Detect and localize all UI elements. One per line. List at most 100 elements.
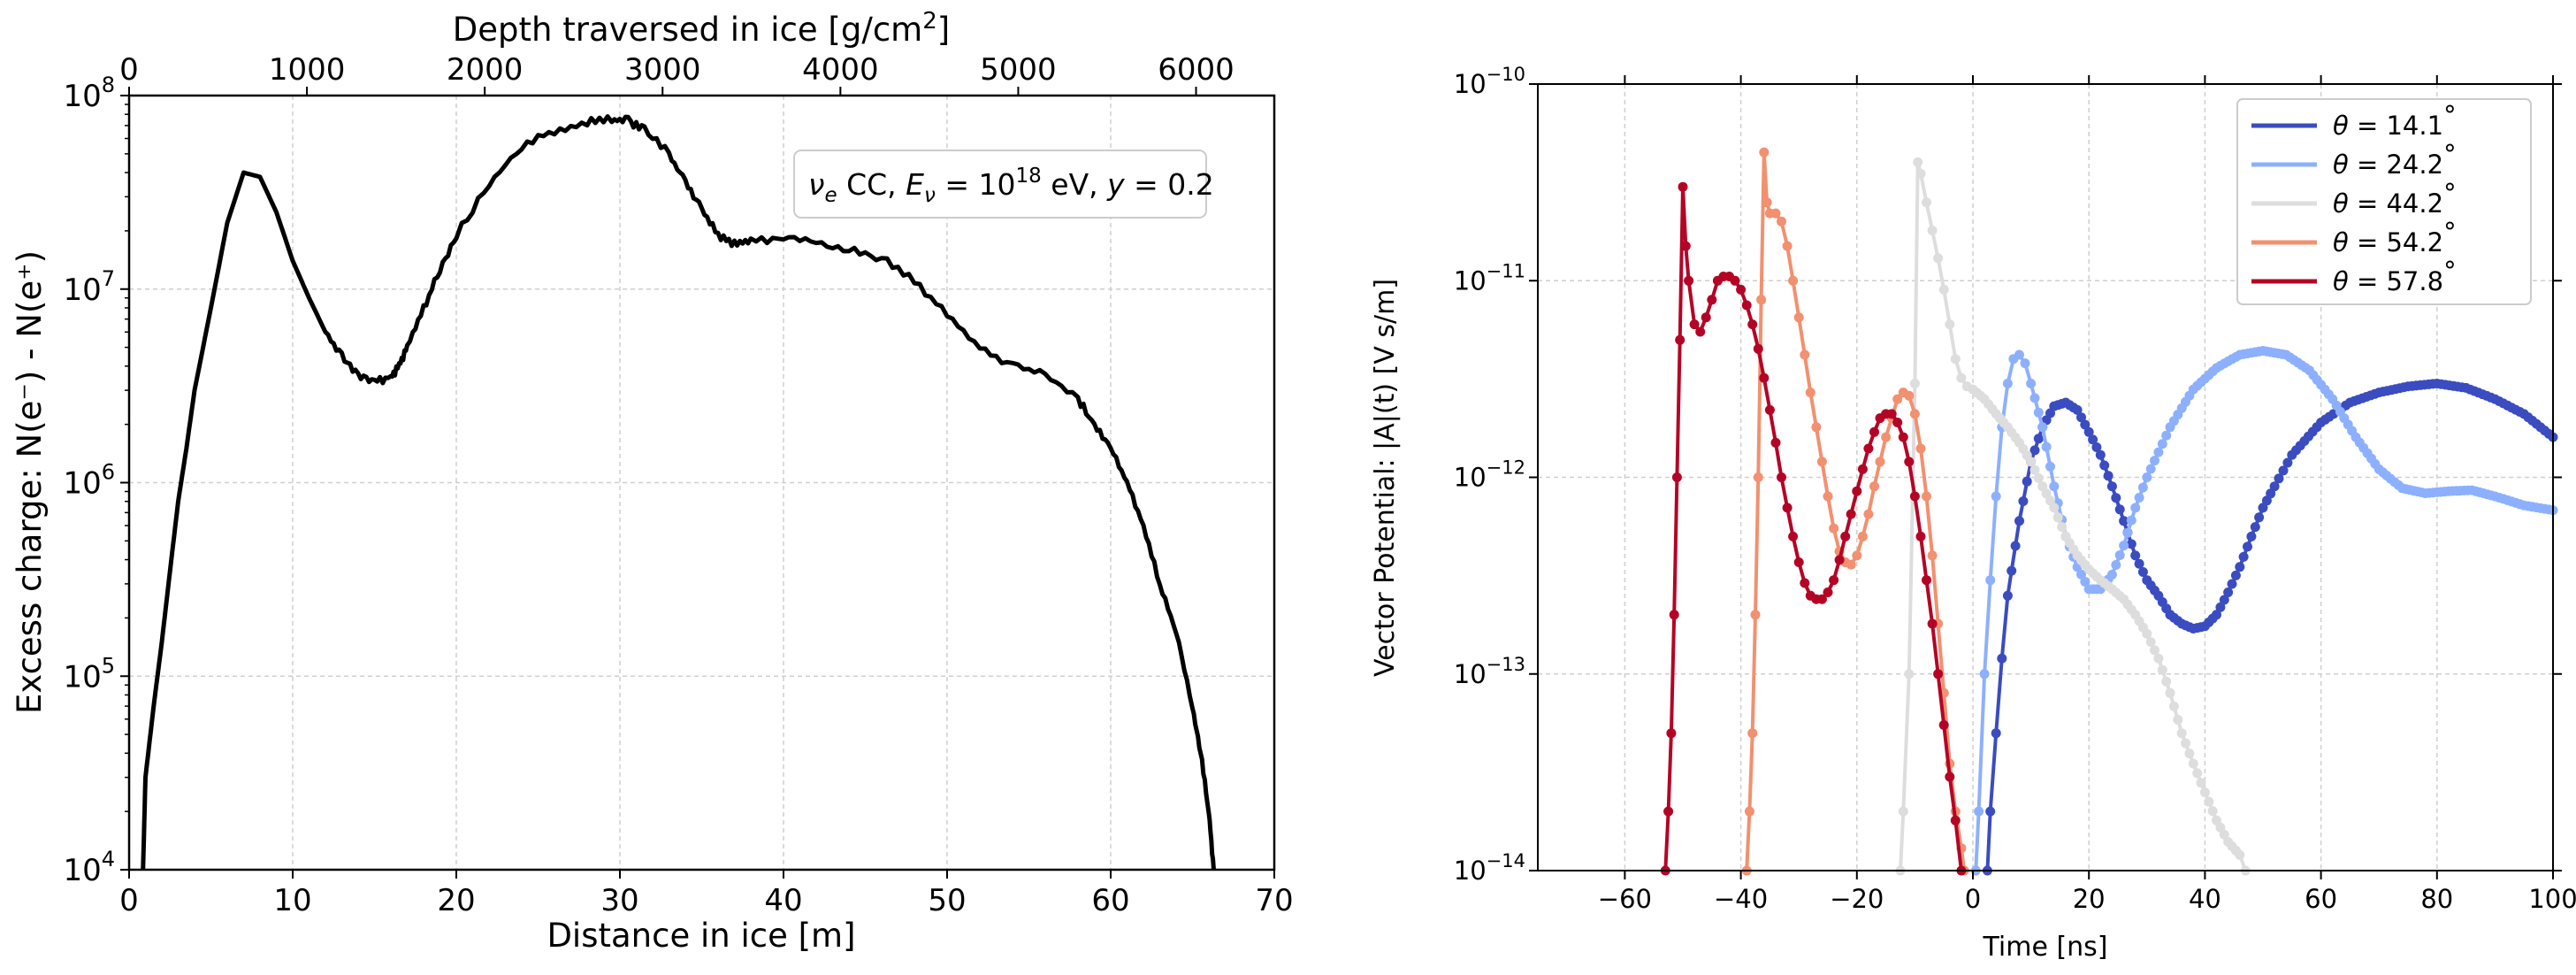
right-series-point (1666, 728, 1677, 739)
right-series-point (2091, 442, 2102, 452)
right-series-point (1904, 390, 1915, 401)
right-series-point (1678, 181, 1688, 192)
right-series-point (2103, 471, 2114, 481)
legend-value: = 57.8 (2349, 266, 2443, 296)
right-y-tick-label: 10−13 (1454, 654, 1525, 689)
right-series-point (1892, 418, 1903, 427)
right-series-point (1927, 226, 1938, 235)
right-series-point (1756, 295, 1767, 305)
right-series-point (2266, 488, 2276, 499)
right-series-point (2254, 512, 2265, 523)
right-series-point (2192, 768, 2203, 779)
left-top-tick-label: 3000 (624, 52, 701, 88)
left-top-axis-label-text: Depth traversed in ice [g/cm (453, 11, 922, 49)
right-series-point (1997, 653, 2007, 664)
annotation-box (793, 150, 1207, 219)
left-y-tick-label-base: 10 (63, 79, 101, 114)
right-series-point (2045, 461, 2055, 472)
right-series-point (2080, 577, 2091, 587)
right-chart: −60 −40 −20 0 20 40 60 80 100 10−1410−1310−1210−… (1370, 64, 2576, 963)
right-series-point (1788, 531, 1799, 541)
right-series-point (2238, 551, 2249, 562)
right-series-point (1823, 587, 1833, 597)
right-series-point (1671, 472, 1682, 482)
right-series-point (2137, 567, 2148, 577)
right-y-tick-label-base: 10 (1454, 69, 1487, 99)
right-series-point (1852, 486, 1862, 496)
legend-degree: ° (2443, 217, 2457, 247)
right-series-point (1684, 275, 1694, 286)
right-series-point (2033, 407, 2044, 418)
right-series-point (2130, 550, 2141, 561)
right-series-point (2049, 481, 2060, 492)
right-series-point (1950, 815, 1961, 825)
right-series-point (1904, 669, 1915, 679)
right-x-tick-label: 60 (2305, 884, 2337, 914)
right-series-point (2037, 481, 2048, 492)
legend-value: = 24.2 (2349, 150, 2443, 180)
right-series-point (1846, 559, 1856, 570)
right-x-tick-label: −40 (1714, 884, 1768, 914)
right-series-point (1759, 147, 1770, 157)
right-series-point (2278, 465, 2289, 476)
right-series-point (2072, 404, 2083, 415)
right-series-point (2076, 569, 2086, 580)
right-series-point (1675, 334, 1685, 345)
right-y-tick-label: 10−10 (1454, 64, 1525, 99)
ann-E: E (906, 167, 924, 202)
right-series-point (2165, 687, 2175, 698)
ann-text2: eV, (1042, 167, 1107, 202)
right-series-point (1915, 443, 1926, 454)
right-series-point (2212, 610, 2221, 620)
right-series-point (1680, 241, 1691, 251)
right-series-point (1689, 319, 1700, 330)
left-y-tick-label: 105 (63, 653, 115, 695)
right-series-point (2002, 590, 2013, 601)
right-series-point (2219, 595, 2229, 605)
right-series-point (2080, 419, 2091, 430)
right-series-point (1762, 197, 1772, 208)
right-series-point (1898, 806, 1908, 817)
left-y-tick-label-exp: 4 (102, 847, 115, 871)
right-series-point (2126, 539, 2136, 549)
right-series-point (2029, 393, 2040, 403)
right-series-line (1974, 349, 2554, 871)
right-series-point (2119, 516, 2129, 526)
right-series-point (2014, 516, 2024, 526)
right-series-point (2227, 579, 2237, 589)
right-series-point (2010, 541, 2021, 551)
right-series-point (1915, 531, 1926, 541)
right-series-point (2029, 445, 2040, 456)
right-series-point (2223, 587, 2234, 597)
right-series-point (2219, 829, 2229, 840)
right-series-point (1886, 409, 1897, 419)
left-top-tick-label: 2000 (447, 52, 524, 88)
right-series-point (2161, 430, 2172, 441)
right-series-point (1857, 531, 1868, 541)
right-series-2 (1895, 157, 2251, 876)
legend-label: θ = 14.1° (2333, 100, 2457, 141)
annotation-text: νe CC, Eν = 1018 eV, y = 0.2 (808, 165, 1214, 207)
left-top-tick-label: 1000 (269, 52, 346, 88)
left-y-tick-label: 108 (63, 73, 115, 114)
right-series-point (1956, 372, 1967, 383)
right-series-point (2145, 464, 2156, 474)
right-series-point (2184, 749, 2195, 759)
left-x-axis-label: Distance in ice [m] (547, 917, 855, 955)
right-series-point (2020, 358, 2030, 369)
right-series-point (1909, 409, 1920, 419)
right-series-point (1938, 284, 1949, 295)
legend-theta: θ (2333, 150, 2349, 180)
right-series-point (2207, 806, 2218, 817)
ann-text3: = 0.2 (1125, 167, 1214, 202)
right-series-point (2134, 493, 2144, 503)
right-series-point (2212, 815, 2221, 825)
right-y-tick-label-base: 10 (1454, 265, 1487, 296)
right-x-tick-label: 20 (2073, 884, 2106, 914)
legend-theta: θ (2333, 111, 2349, 141)
right-x-tick-label: −20 (1830, 884, 1884, 914)
right-series-3 (1741, 147, 1969, 876)
left-series-group (141, 114, 1216, 871)
right-series-point (2007, 565, 2017, 576)
right-series-point (2250, 522, 2260, 533)
